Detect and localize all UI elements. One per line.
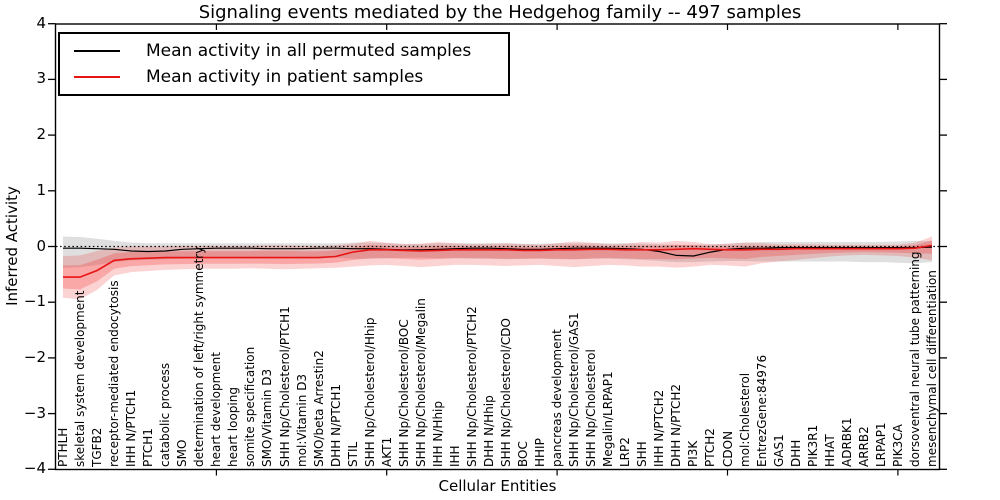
y-tick-label: 4 [36,13,46,32]
x-category-label: CDON [720,430,735,467]
x-category-label: mol:Vitamin D3 [294,373,309,467]
x-category-label: skeletal system development [73,290,88,467]
x-category-label: PTCH2 [703,428,718,467]
x-category-label: SHH Np/Cholesterol/BOC [396,319,411,467]
x-category-label: STIL [345,441,360,467]
permuted-line-swatch [74,49,120,52]
x-category-label: LRPAP1 [873,422,888,467]
x-category-label: PI3K [686,440,701,467]
x-category-label: SHH Np/Cholesterol/GAS1 [567,312,582,467]
x-category-label: SHH Np/Cholesterol [584,349,599,467]
x-category-label: Megalin/LRPAP1 [601,371,616,467]
x-axis-label: Cellular Entities [438,477,557,495]
x-category-label: IHH N/PTCH2 [652,389,667,467]
x-category-label: BOC [516,441,531,467]
y-tick-label: −1 [23,292,46,311]
x-category-label: dorsoventral neural tube patterning [907,251,922,467]
x-category-label: PTCH1 [141,428,156,467]
y-tick-label: 1 [36,180,46,199]
x-category-label: SMO/Vitamin D3 [260,368,275,467]
x-category-label: SHH Np/Cholesterol/Megalin [413,298,428,467]
x-category-label: determination of left/right symmetry [192,246,207,467]
x-category-label: somite specification [243,346,258,467]
x-category-label: AKT1 [379,436,394,467]
x-category-label: IHH [447,445,462,467]
legend-item-patient: Mean activity in patient samples [74,67,508,87]
x-category-label: mol:Cholesterol [737,372,752,467]
legend-label-patient: Mean activity in patient samples [146,67,424,88]
x-category-label: PTHLH [56,427,70,467]
y-tick-label: 2 [36,125,46,144]
x-category-label: SHH Np/Cholesterol/CDO [499,318,514,467]
patient-line-swatch [74,76,120,79]
y-tick-label: −2 [23,347,46,366]
x-category-label: DHH N/PTCH1 [328,383,343,467]
x-category-label: SHH [635,441,650,467]
x-category-label: IHH N/PTCH1 [124,389,139,467]
x-category-label: SHH Np/Cholesterol/PTCH1 [277,306,292,467]
legend: Mean activity in all permuted samples Me… [58,32,510,96]
x-category-label: TGFB2 [90,427,105,467]
x-category-label: SHH Np/Cholesterol/PTCH2 [464,306,479,467]
x-category-label: DHH N/Hhip [481,395,496,467]
plot-title: Signaling events mediated by the Hedgeho… [198,2,802,23]
x-category-label: catabolic process [158,362,173,467]
x-category-label: SHH Np/Cholesterol/Hhip [362,317,377,467]
y-tick-label: −3 [23,403,46,422]
y-tick-label: 0 [36,236,46,255]
y-tick-label: 3 [36,69,46,88]
x-category-label: SMO [175,439,190,467]
x-category-label: EntrezGene:84976 [754,354,769,467]
legend-item-permuted: Mean activity in all permuted samples [74,41,508,61]
x-category-label: GAS1 [771,434,786,467]
x-category-label: receptor-mediated endocytosis [107,280,122,467]
x-category-label: mesenchymal cell differentiation [925,270,939,467]
x-category-label: IHH N/Hhip [430,401,445,467]
x-category-label: DHH N/PTCH2 [669,383,684,467]
x-category-label: DHH [788,439,803,467]
x-category-label: pancreas development [550,329,565,467]
x-category-label: SMO/beta Arrestin2 [311,350,326,467]
x-category-label: heart looping [226,387,241,467]
x-category-label: HHIP [533,438,548,467]
x-category-label: LRP2 [618,437,633,467]
x-category-label: ADRBK1 [839,417,854,467]
y-tick-label: −4 [23,459,46,478]
legend-label-permuted: Mean activity in all permuted samples [146,40,472,61]
x-category-label: HHAT [822,434,837,467]
x-category-label: heart development [209,352,224,467]
x-category-label: PIK3CA [890,424,905,467]
x-category-label: PIK3R1 [805,424,820,467]
x-category-label: ARRB2 [856,426,871,467]
